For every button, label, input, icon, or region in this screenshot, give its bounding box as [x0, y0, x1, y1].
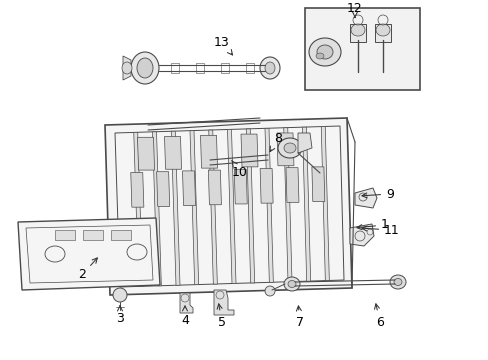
Ellipse shape: [350, 24, 364, 36]
Ellipse shape: [260, 57, 280, 79]
Polygon shape: [227, 130, 236, 284]
Ellipse shape: [113, 288, 127, 302]
Ellipse shape: [264, 286, 274, 296]
Polygon shape: [190, 131, 198, 285]
Bar: [55, 230, 75, 240]
Ellipse shape: [264, 62, 274, 74]
Text: 6: 6: [374, 304, 383, 328]
Ellipse shape: [393, 279, 401, 285]
Ellipse shape: [137, 58, 153, 78]
Bar: [196, 63, 203, 73]
Polygon shape: [264, 128, 273, 282]
Polygon shape: [246, 129, 254, 283]
Text: 4: 4: [181, 306, 188, 327]
Ellipse shape: [278, 138, 302, 158]
Polygon shape: [208, 130, 217, 284]
Text: 11: 11: [361, 224, 399, 237]
Text: 8: 8: [269, 131, 282, 152]
Polygon shape: [208, 170, 221, 205]
Polygon shape: [354, 188, 376, 208]
Polygon shape: [285, 168, 298, 202]
Polygon shape: [105, 118, 351, 295]
Polygon shape: [214, 290, 234, 315]
Polygon shape: [297, 133, 311, 153]
Ellipse shape: [122, 62, 132, 74]
Text: 9: 9: [361, 188, 393, 201]
Text: 13: 13: [214, 36, 232, 55]
Ellipse shape: [284, 277, 299, 291]
Ellipse shape: [284, 143, 295, 153]
Ellipse shape: [315, 53, 324, 59]
Text: 1: 1: [356, 219, 388, 231]
Polygon shape: [156, 172, 169, 206]
Polygon shape: [283, 128, 291, 282]
Ellipse shape: [287, 280, 295, 288]
Polygon shape: [134, 132, 142, 287]
Polygon shape: [137, 137, 154, 170]
Polygon shape: [311, 167, 324, 202]
Polygon shape: [18, 218, 160, 290]
Polygon shape: [123, 56, 131, 80]
Bar: [349, 24, 365, 42]
Ellipse shape: [308, 38, 340, 66]
Ellipse shape: [389, 275, 405, 289]
Ellipse shape: [316, 45, 332, 59]
Polygon shape: [164, 136, 181, 169]
Bar: [171, 63, 179, 73]
Polygon shape: [200, 135, 217, 168]
Polygon shape: [182, 171, 195, 206]
Polygon shape: [302, 127, 310, 281]
Bar: [374, 24, 390, 42]
Text: 3: 3: [116, 306, 123, 324]
Polygon shape: [171, 131, 180, 285]
Polygon shape: [130, 172, 143, 207]
Bar: [83, 230, 103, 240]
Ellipse shape: [375, 24, 389, 36]
Text: 12: 12: [346, 1, 362, 17]
Text: 7: 7: [295, 306, 304, 328]
Bar: [111, 230, 131, 240]
Polygon shape: [180, 293, 193, 313]
Polygon shape: [349, 224, 373, 246]
Polygon shape: [234, 169, 247, 204]
Text: 10: 10: [231, 161, 247, 179]
Text: 2: 2: [78, 258, 97, 282]
Polygon shape: [152, 132, 161, 286]
Text: 5: 5: [217, 304, 225, 328]
Polygon shape: [241, 134, 258, 167]
Polygon shape: [260, 168, 272, 203]
Polygon shape: [321, 127, 328, 280]
Ellipse shape: [131, 52, 159, 84]
Bar: [305, 8, 419, 90]
Bar: [221, 63, 228, 73]
Bar: [245, 63, 253, 73]
Polygon shape: [276, 133, 293, 166]
